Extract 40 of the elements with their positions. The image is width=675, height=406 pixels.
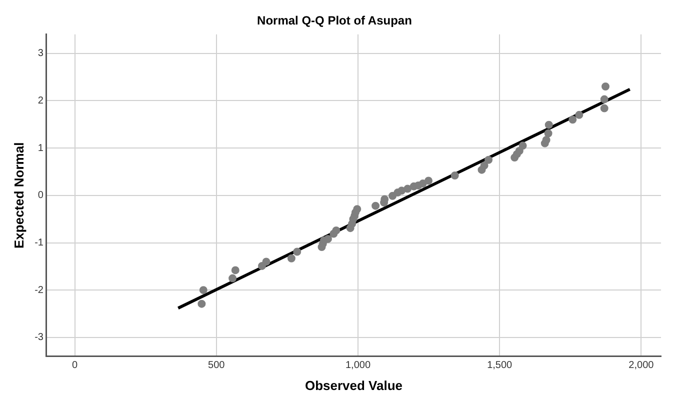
x-tick-label: 1,500 bbox=[487, 360, 513, 372]
x-tick-label: 2,000 bbox=[628, 360, 654, 372]
y-tick-label: -1 bbox=[34, 238, 44, 249]
y-tick-label: 0 bbox=[38, 190, 44, 202]
x-axis-title: Observed Value bbox=[304, 378, 403, 393]
chart-title: Normal Q-Q Plot of Asupan bbox=[257, 14, 412, 28]
point bbox=[418, 180, 427, 188]
x-tick-label: 0 bbox=[72, 360, 78, 372]
point bbox=[600, 104, 608, 112]
point bbox=[484, 156, 493, 164]
y-tick-label: -3 bbox=[34, 332, 44, 344]
point bbox=[480, 162, 488, 170]
point bbox=[353, 205, 362, 214]
point bbox=[198, 300, 206, 308]
point bbox=[575, 110, 584, 119]
point bbox=[518, 142, 527, 150]
point bbox=[262, 258, 270, 266]
y-tick-label: 3 bbox=[38, 48, 44, 60]
y-tick-label: 1 bbox=[38, 142, 44, 154]
point bbox=[228, 274, 237, 282]
point bbox=[199, 286, 208, 294]
point bbox=[287, 254, 296, 262]
point bbox=[293, 248, 302, 256]
point bbox=[372, 202, 380, 210]
point bbox=[404, 184, 412, 193]
x-tick-label: 1,000 bbox=[345, 360, 371, 372]
point bbox=[568, 116, 577, 124]
y-axis-title: Expected Normal bbox=[11, 142, 26, 248]
point bbox=[600, 95, 608, 104]
point bbox=[424, 176, 433, 185]
y-tick-label: 2 bbox=[38, 95, 44, 106]
point bbox=[231, 266, 240, 274]
point bbox=[542, 136, 550, 144]
point bbox=[450, 172, 459, 180]
point bbox=[332, 226, 340, 234]
point bbox=[601, 82, 610, 90]
point bbox=[544, 120, 553, 129]
x-tick-label: 500 bbox=[208, 360, 226, 372]
y-tick-label: -2 bbox=[34, 284, 44, 296]
point bbox=[544, 129, 552, 138]
